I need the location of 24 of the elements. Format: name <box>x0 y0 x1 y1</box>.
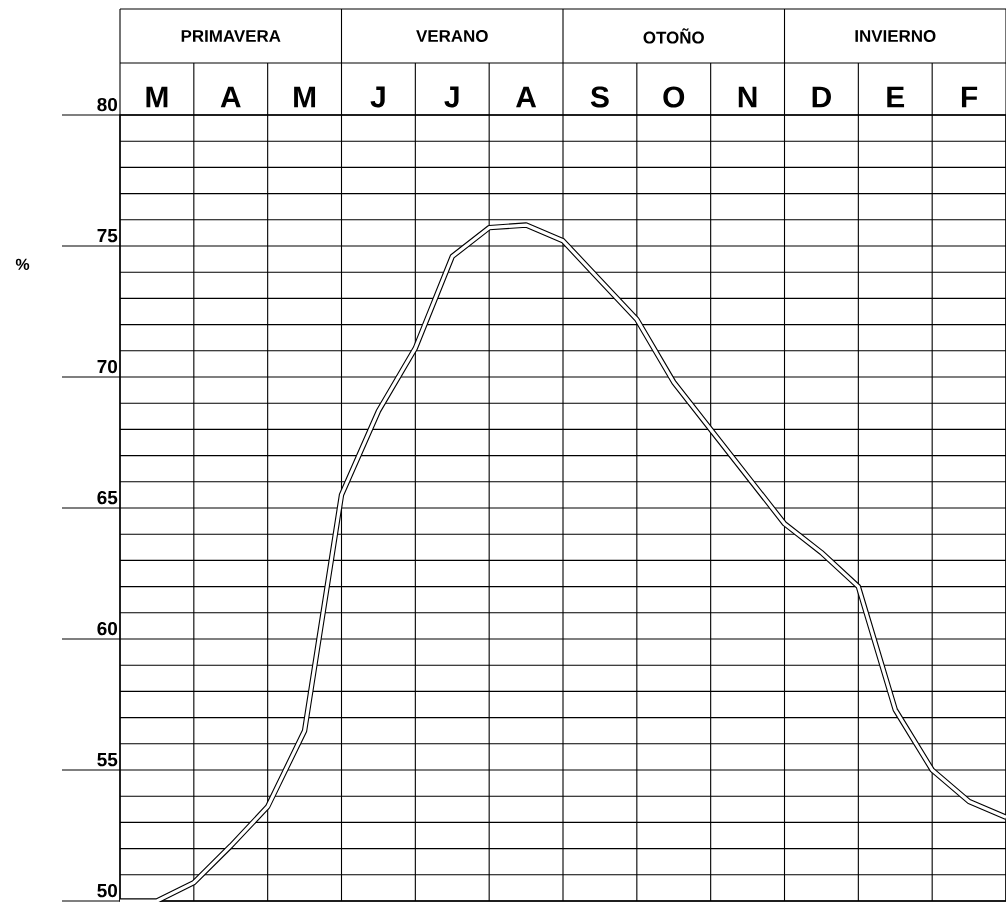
text: OTOÑO <box>643 28 704 44</box>
x-tick-label: A <box>516 86 537 108</box>
y-tick-label: 50 <box>97 883 118 898</box>
x-tick-label: F <box>961 86 978 108</box>
y-axis-title: % <box>15 258 30 270</box>
x-tick-label: E <box>887 86 905 108</box>
x-tick-label: N <box>738 86 757 108</box>
x-tick-label: J <box>370 86 385 108</box>
text: PRIMAVERA <box>181 30 281 42</box>
x-tick-label: S <box>590 86 609 108</box>
y-tick-label: 80 <box>97 97 118 112</box>
text: INVIERNO <box>855 29 936 42</box>
y-tick-label: 55 <box>97 753 118 767</box>
x-tick-label: D <box>812 86 831 108</box>
y-tick-label: 70 <box>97 359 118 374</box>
y-tick-label: 65 <box>97 490 118 505</box>
x-tick-label: M <box>294 86 316 108</box>
y-tick-label: 75 <box>97 229 118 243</box>
text: VERANO <box>416 29 488 42</box>
x-tick-label: M <box>146 86 168 108</box>
y-tick-label: 60 <box>97 621 118 636</box>
x-tick-label: J <box>444 86 459 108</box>
x-tick-label: A <box>220 86 241 108</box>
x-tick-label: O <box>663 86 685 108</box>
